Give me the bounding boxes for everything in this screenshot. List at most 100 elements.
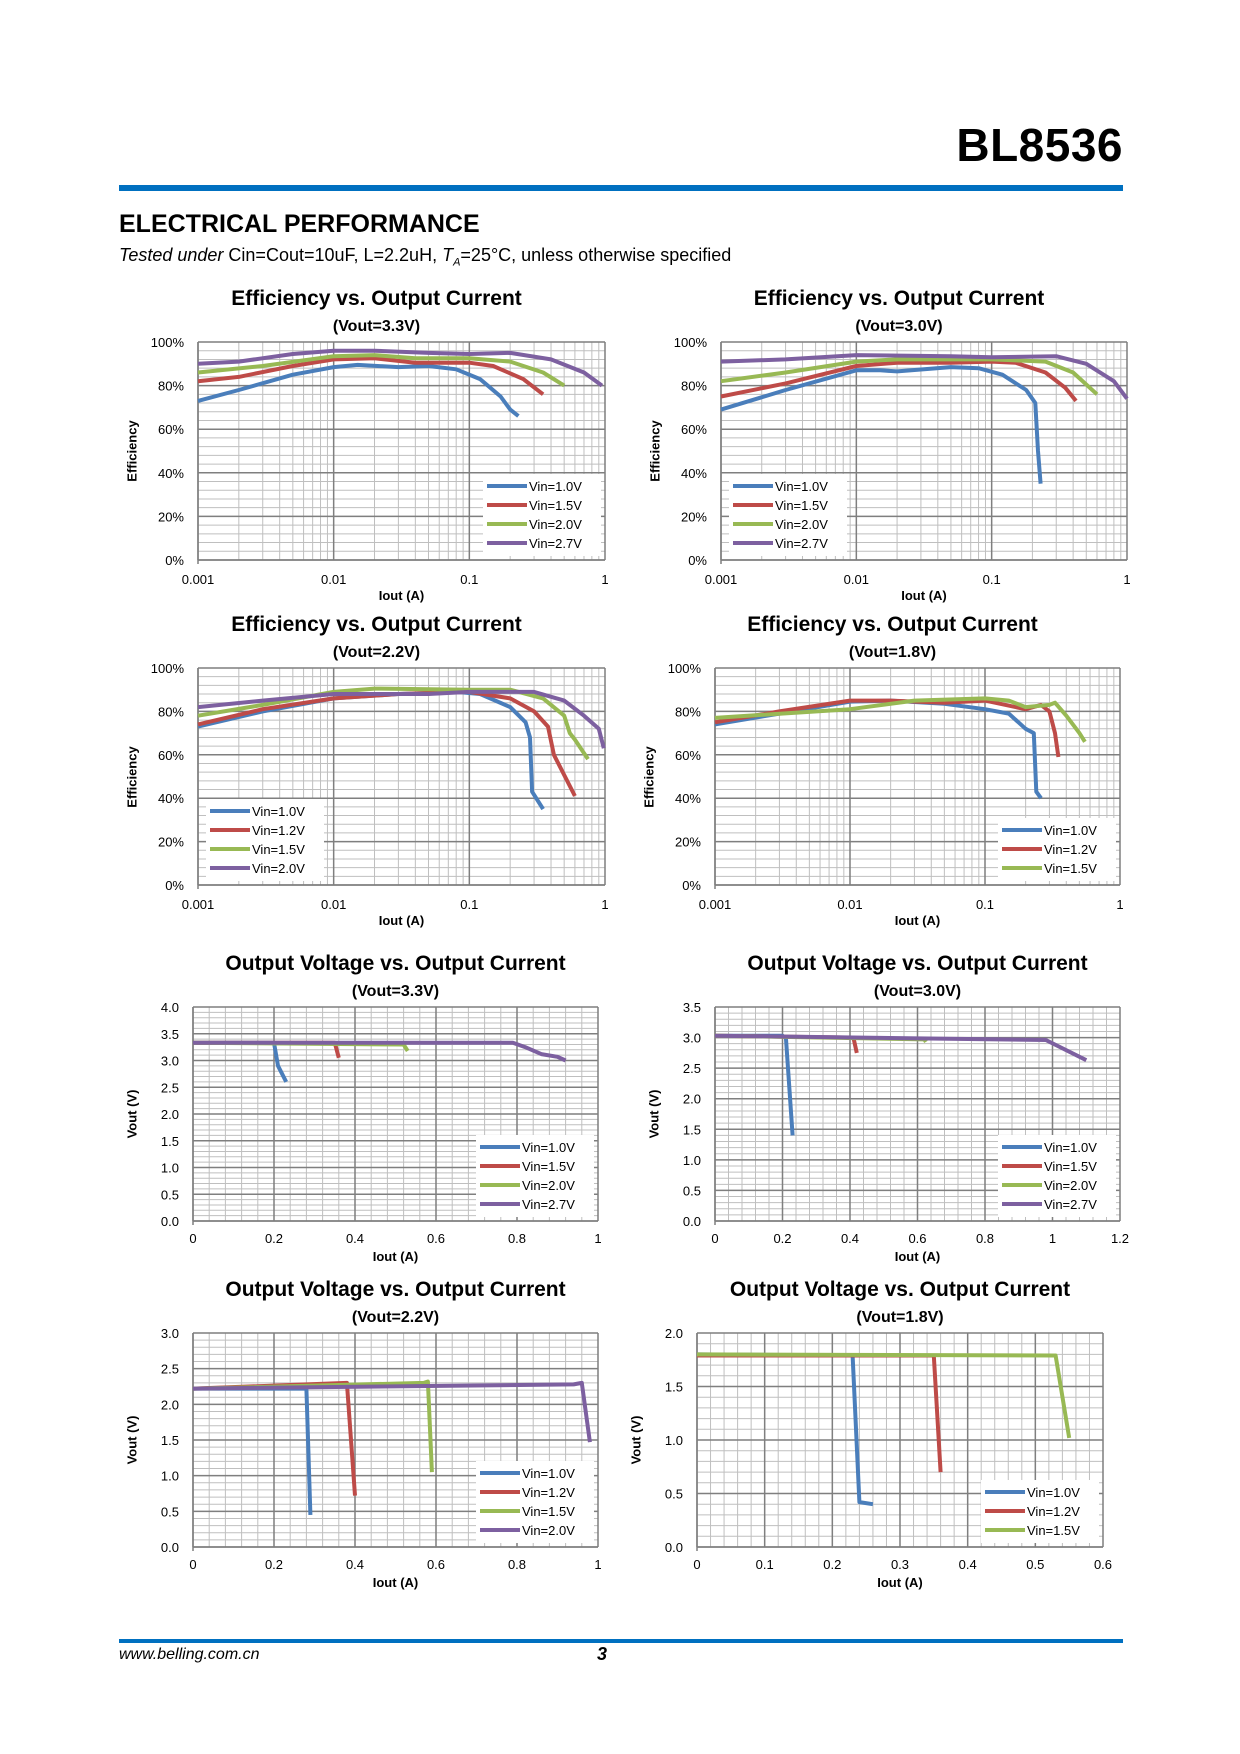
x-tick-label: 0.2 — [265, 1231, 283, 1246]
y-tick-label: 80% — [681, 379, 707, 394]
y-tick-label: 0.5 — [665, 1487, 683, 1502]
chart-plot: 0.001 0.01 0.1 10%20%40%60%80%100%Vin=1.0VV… — [151, 661, 609, 912]
x-tick-label: 0.001 — [705, 572, 738, 587]
x-tick-label: 0.4 — [959, 1557, 977, 1572]
chart-subtitle: (Vout=1.8V) — [848, 644, 937, 661]
legend-label: Vin=1.5V — [252, 842, 305, 857]
legend-label: Vin=2.0V — [1044, 1178, 1097, 1193]
legend-label: Vin=1.2V — [1044, 842, 1097, 857]
x-axis-label: Iout (A) — [378, 913, 425, 928]
legend-label: Vin=2.0V — [775, 517, 828, 532]
gridlines — [192, 1332, 599, 1548]
legend-label: Vin=1.0V — [1044, 1140, 1097, 1155]
y-tick-label: 20% — [675, 835, 701, 850]
y-tick-label: 80% — [158, 704, 184, 719]
x-tick-label: 0 — [693, 1557, 700, 1572]
y-tick-label: 0.0 — [665, 1540, 683, 1555]
series-line-vin-1-5v — [197, 356, 545, 396]
chart-title: Output Voltage vs. Output Current — [747, 952, 1088, 975]
y-axis-label: Vout (V) — [628, 1415, 644, 1465]
footer-url: www.belling.com.cn — [119, 1646, 260, 1663]
chart-plot: 0.001 0.01 0.1 10%20%40%60%80%100%Vin=1.0VV… — [668, 661, 1124, 912]
legend-label: Vin=1.2V — [252, 823, 305, 838]
y-axis-label: Efficiency — [641, 745, 657, 808]
y-axis-label: Vout (V) — [646, 1089, 662, 1139]
x-tick-label: 0.001 — [699, 897, 732, 912]
y-tick-label: 100% — [151, 661, 185, 676]
chart-subtitle: (Vout=2.2V) — [332, 644, 421, 661]
y-tick-label: 0.5 — [161, 1187, 179, 1202]
series-line-vin-2-0v — [197, 353, 566, 388]
y-tick-label: 1.0 — [161, 1161, 179, 1176]
legend-label: Vin=2.0V — [522, 1178, 575, 1193]
y-tick-label: 1.5 — [683, 1122, 701, 1137]
header-divider — [119, 185, 1123, 191]
x-tick-label: 0.4 — [346, 1231, 364, 1246]
chart-subtitle: (Vout=1.8V) — [856, 1309, 944, 1326]
legend-label: Vin=1.5V — [1027, 1523, 1080, 1538]
y-tick-label: 0.5 — [161, 1504, 179, 1519]
x-tick-label: 0.8 — [976, 1231, 994, 1246]
legend: Vin=1.0V Vin=1.5V Vin=2.0V Vin=2.7V — [998, 1135, 1116, 1217]
x-axis-label: Iout (A) — [901, 588, 947, 603]
x-tick-label: 0.001 — [182, 572, 215, 587]
series-line-vin-2-7v — [197, 348, 604, 388]
x-tick-label: 0.1 — [976, 897, 994, 912]
x-tick-label: 1 — [1116, 897, 1123, 912]
y-tick-label: 100% — [668, 661, 702, 676]
x-tick-label: 0.8 — [508, 1557, 526, 1572]
x-tick-label: 1 — [594, 1231, 601, 1246]
x-axis-label: Iout (A) — [372, 1575, 419, 1590]
conditions-ta: T — [442, 245, 454, 265]
y-axis-label: Vout (V) — [124, 1089, 140, 1139]
legend-label: Vin=2.7V — [775, 536, 828, 551]
x-tick-label: 0.1 — [983, 572, 1001, 587]
y-tick-label: 3.0 — [161, 1326, 179, 1341]
legend-label: Vin=1.0V — [775, 479, 828, 494]
y-tick-label: 100% — [151, 335, 185, 350]
y-tick-label: 40% — [158, 466, 184, 481]
y-tick-label: 0% — [165, 878, 184, 893]
x-tick-label: 0 — [189, 1557, 196, 1572]
y-tick-label: 1.0 — [683, 1153, 701, 1168]
legend-label: Vin=1.2V — [1027, 1504, 1080, 1519]
series-line-vin-1-5v — [714, 696, 1087, 743]
legend-label: Vin=1.5V — [1044, 1159, 1097, 1174]
chart-title: Output Voltage vs. Output Current — [729, 1278, 1071, 1301]
series-line-vin-1-2v — [197, 689, 577, 797]
series-line-vin-2-0v — [720, 357, 1099, 396]
x-tick-label: 0.01 — [321, 572, 346, 587]
y-tick-label: 80% — [158, 379, 184, 394]
y-tick-label: 60% — [681, 422, 707, 437]
legend: Vin=1.0V Vin=1.2V Vin=1.5V Vin=2.0V — [476, 1461, 594, 1543]
y-tick-label: 40% — [681, 466, 707, 481]
y-tick-label: 2.0 — [161, 1397, 179, 1412]
x-tick-label: 0 — [189, 1231, 196, 1246]
series-line-vin-1-0v — [197, 689, 545, 811]
x-axis-label: Iout (A) — [378, 588, 425, 603]
y-tick-label: 2.0 — [161, 1107, 179, 1122]
x-tick-label: 0.4 — [841, 1231, 859, 1246]
x-tick-label: 0.6 — [908, 1231, 926, 1246]
series-line-vin-2-0v — [192, 1380, 592, 1443]
x-tick-label: 1 — [601, 572, 608, 587]
y-tick-label: 0.0 — [161, 1214, 179, 1229]
chart-title: Efficiency vs. Output Current — [747, 613, 1038, 636]
chart-subtitle: (Vout=3.0V) — [873, 983, 962, 1000]
test-conditions: Tested under Cin=Cout=10uF, L=2.2uH, TA=… — [119, 245, 731, 269]
y-tick-label: 2.5 — [683, 1061, 701, 1076]
x-tick-label: 0.001 — [182, 897, 215, 912]
y-tick-label: 40% — [158, 791, 184, 806]
x-tick-label: 0.2 — [265, 1557, 283, 1572]
y-tick-label: 1.0 — [665, 1433, 683, 1448]
legend: Vin=1.0V Vin=1.5V Vin=2.0V Vin=2.7V — [483, 474, 601, 556]
chart-subtitle: (Vout=2.2V) — [351, 1309, 440, 1326]
chart-subtitle: (Vout=3.3V) — [332, 318, 421, 335]
y-tick-label: 1.0 — [161, 1469, 179, 1484]
x-tick-label: 0.3 — [891, 1557, 909, 1572]
legend-label: Vin=2.7V — [522, 1197, 575, 1212]
y-tick-label: 0.5 — [683, 1183, 701, 1198]
conditions-rest: =25°C, unless otherwise specified — [460, 245, 732, 265]
x-tick-label: 1 — [1123, 572, 1130, 587]
x-tick-label: 0.2 — [773, 1231, 791, 1246]
